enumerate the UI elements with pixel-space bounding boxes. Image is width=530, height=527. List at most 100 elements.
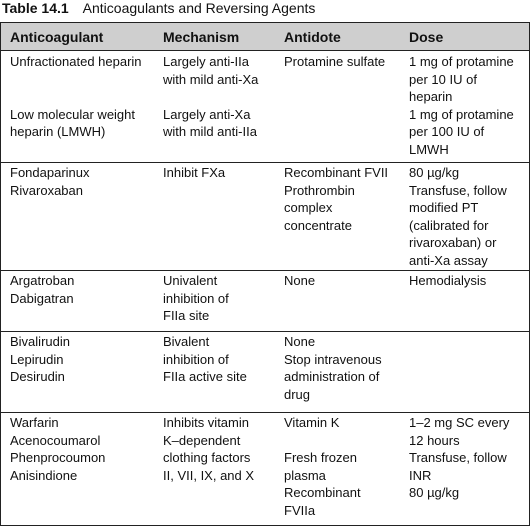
cell-line: 1 mg of protamine [409, 54, 514, 69]
cell-line: Dabigatran [10, 290, 74, 306]
cell-anticoagulant: Warfarin Acenocoumarol Phenprocoumon Anisin… [10, 414, 105, 484]
table-number: Table 14.1 [2, 0, 69, 16]
cell-line: Unfractionated heparin [10, 54, 142, 69]
cell-line: FIIa active site [163, 369, 247, 384]
cell-line: Low molecular weight [10, 106, 136, 122]
cell-line [284, 432, 361, 450]
cell-mechanism: Inhibit FXa [163, 164, 225, 182]
cell-mechanism: Inhibits vitamin K–dependent clothing fact… [163, 414, 254, 484]
header-anticoagulant: Anticoagulant [10, 29, 104, 45]
cell-line: Inhibits vitamin [163, 415, 249, 430]
cell-line: Transfuse, follow [409, 450, 507, 465]
cell-line: with mild anti-IIa [163, 124, 257, 139]
cell-line [163, 88, 258, 106]
cell-line: Largely anti-Xa [163, 106, 251, 122]
cell-line: Phenprocoumon [10, 450, 106, 465]
table-row: Warfarin Acenocoumarol Phenprocoumon Anisin… [1, 412, 529, 525]
cell-dose: 1–2 mg SC every 12 hours Transfuse, follow… [409, 414, 509, 502]
cell-line: Fresh frozen [284, 450, 357, 465]
cell-line: plasma [284, 467, 326, 483]
cell-line: Acenocoumarol [10, 432, 101, 448]
header-antidote: Antidote [284, 29, 341, 45]
cell-line: FVIIa [284, 502, 316, 518]
cell-dose: 80 µg/kg Transfuse, follow modified PT (cal… [409, 164, 507, 269]
cell-line: heparin [409, 89, 453, 104]
cell-line: anti-Xa assay [409, 252, 488, 268]
table-row: Argatroban Dabigatran Univalent inhibition … [1, 270, 529, 332]
cell-line: (calibrated for [409, 217, 489, 233]
cell-line: Argatroban [10, 273, 75, 288]
table-header-row: Anticoagulant Mechanism Antidote Dose [1, 23, 529, 51]
cell-line [10, 88, 142, 106]
cell-line: heparin (LMWH) [10, 124, 106, 139]
cell-mechanism: Bivalent inhibition of FIIa active site [163, 333, 247, 386]
cell-line: modified PT [409, 200, 479, 215]
cell-anticoagulant: Fondaparinux Rivaroxaban [10, 164, 90, 199]
cell-line: Recombinant FVII [284, 165, 389, 180]
cell-anticoagulant: Unfractionated heparin Low molecular weig… [10, 53, 142, 141]
cell-line: with mild anti-Xa [163, 71, 259, 87]
cell-line: None [284, 273, 316, 288]
cell-mechanism: Univalent inhibition of FIIa site [163, 272, 229, 325]
cell-line: Largely anti-IIa [163, 54, 249, 69]
cell-line: 1–2 mg SC every [409, 415, 510, 430]
cell-line [10, 71, 142, 89]
cell-antidote: None Stop intravenous administration of dru… [284, 333, 382, 403]
header-mechanism: Mechanism [163, 29, 240, 45]
cell-dose: Hemodialysis [409, 272, 486, 290]
cell-antidote: Recombinant FVII Prothrombin complex concen… [284, 164, 388, 234]
cell-line: 1 mg of protamine [409, 106, 514, 122]
cell-line: Transfuse, follow [409, 182, 507, 198]
cell-line: Desirudin [10, 369, 65, 384]
cell-line: 80 µg/kg [409, 165, 460, 180]
table-row: Fondaparinux Rivaroxaban Inhibit FXa Recomb… [1, 162, 529, 271]
cell-line: drug [284, 386, 311, 402]
cell-line: Stop intravenous [284, 351, 382, 367]
cell-line: Protamine sulfate [284, 54, 386, 69]
cell-line: inhibition of [163, 290, 229, 306]
table-row: Bivalirudin Lepirudin Desirudin Bivalent inh… [1, 331, 529, 413]
cell-antidote: Vitamin K Fresh frozen plasma Recombinant FV… [284, 414, 361, 519]
cell-dose: 1 mg of protamine per 10 IU of heparin 1 mg… [409, 53, 514, 158]
cell-line: FIIa site [163, 308, 210, 323]
cell-line: clothing factors [163, 450, 251, 465]
cell-line: Bivalent [163, 334, 210, 349]
cell-anticoagulant: Argatroban Dabigatran [10, 272, 74, 307]
cell-line: INR [409, 467, 432, 483]
header-dose: Dose [409, 29, 444, 45]
cell-line: per 10 IU of [409, 71, 477, 87]
cell-anticoagulant: Bivalirudin Lepirudin Desirudin [10, 333, 70, 386]
cell-antidote: Protamine sulfate [284, 53, 385, 71]
cell-line: None [284, 334, 316, 349]
cell-line: Vitamin K [284, 415, 340, 430]
cell-line: Recombinant [284, 485, 361, 500]
anticoagulant-table: Anticoagulant Mechanism Antidote Dose Un… [0, 22, 530, 526]
cell-line: rivaroxaban) or [409, 235, 497, 250]
cell-line: administration of [284, 369, 380, 384]
cell-line: 12 hours [409, 432, 460, 448]
cell-antidote: None [284, 272, 315, 290]
cell-line: K–dependent [163, 432, 241, 448]
cell-line: Lepirudin [10, 351, 64, 367]
cell-line: II, VII, IX, and X [163, 467, 255, 483]
table-title: Anticoagulants and Reversing Agents [82, 0, 316, 16]
cell-line: Anisindione [10, 467, 78, 483]
cell-line: inhibition of [163, 351, 229, 367]
cell-line: Univalent [163, 273, 218, 288]
table-row: Unfractionated heparin Low molecular weig… [1, 51, 529, 163]
cell-line: Hemodialysis [409, 273, 487, 288]
table-caption: Table 14.1 Anticoagulants and Reversing A… [2, 0, 315, 17]
cell-line: Prothrombin [284, 182, 355, 198]
cell-mechanism: Largely anti-IIa with mild anti-Xa Largely… [163, 53, 258, 141]
cell-line: per 100 IU of [409, 124, 485, 139]
cell-line: Warfarin [10, 415, 59, 430]
cell-line: Bivalirudin [10, 334, 70, 349]
cell-line: concentrate [284, 217, 352, 233]
cell-line: Inhibit FXa [163, 165, 226, 180]
cell-line: complex [284, 200, 333, 215]
cell-line: 80 µg/kg [409, 485, 460, 500]
cell-line: LMWH [409, 141, 449, 157]
cell-line: Fondaparinux [10, 165, 90, 180]
cell-line: Rivaroxaban [10, 182, 83, 198]
